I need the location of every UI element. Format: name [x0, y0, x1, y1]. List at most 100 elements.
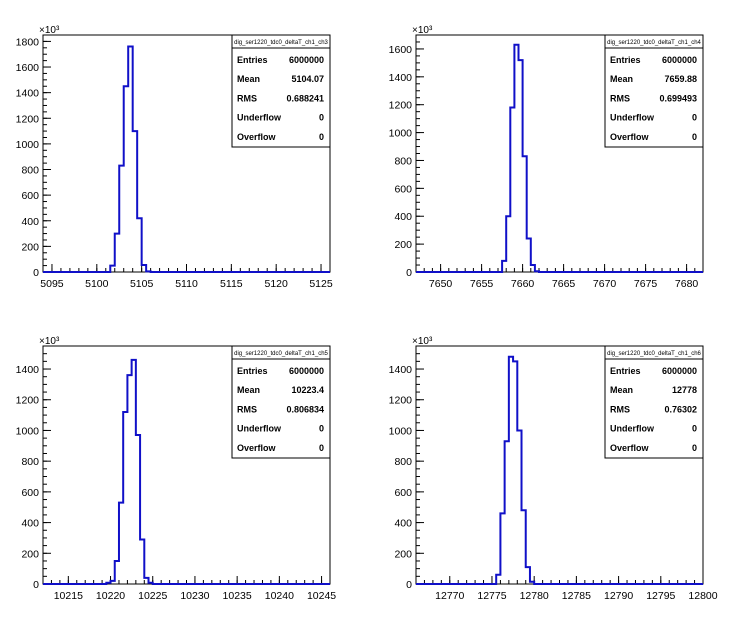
- x-tick-label: 10220: [96, 590, 125, 602]
- x-tick-label: 7680: [675, 278, 699, 290]
- stats-label: RMS: [610, 404, 630, 414]
- histogram-pad-3: 0 200 400 600 800 1000 1200 1400 10215 10220 10225…: [16, 336, 337, 602]
- y-tick-label: 800: [394, 155, 412, 167]
- y-multiplier-label: ×10³: [412, 25, 433, 36]
- histogram-pad-4: 0 200 400 600 800 1000 1200 1400 12770 12775 12780…: [389, 336, 718, 602]
- y-tick-label: 1000: [16, 425, 40, 437]
- y-tick-label: 0: [33, 579, 39, 591]
- y-tick-label: 400: [394, 211, 412, 223]
- y-tick-label: 600: [394, 487, 412, 499]
- x-tick-label: 12775: [477, 590, 506, 602]
- y-multiplier-label: ×10³: [412, 336, 433, 347]
- x-tick-label: 7665: [552, 278, 576, 290]
- stats-value: 5104.07: [291, 74, 324, 84]
- histogram-outline: [416, 43, 703, 273]
- y-tick-label: 200: [394, 239, 412, 251]
- y-tick-label: 1400: [389, 364, 413, 376]
- histogram-outline: [43, 358, 330, 585]
- stats-label: RMS: [237, 404, 257, 414]
- y-tick-label: 1800: [16, 36, 40, 48]
- y-tick-label: 1200: [16, 113, 40, 125]
- x-tick-label: 10235: [223, 590, 252, 602]
- stats-value: 0: [319, 113, 324, 123]
- x-tick-label: 10240: [265, 590, 294, 602]
- x-tick-label: 12800: [688, 590, 717, 602]
- stats-value: 0.806834: [286, 404, 324, 414]
- x-tick-label: 5095: [40, 278, 64, 290]
- stats-value: 12778: [672, 385, 697, 395]
- stats-box: [604, 34, 704, 148]
- x-tick-label: 5120: [265, 278, 289, 290]
- histogram-title: dig_ser1220_tdc0_deltaT_ch1_ch5: [234, 351, 328, 357]
- y-tick-label: 600: [394, 183, 412, 195]
- x-tick-label: 12770: [435, 590, 464, 602]
- x-tick-label: 5115: [220, 278, 243, 290]
- stats-value: 6000000: [289, 55, 324, 65]
- y-tick-label: 1400: [389, 72, 413, 84]
- y-tick-label: 1400: [16, 88, 40, 100]
- histogram-pad-2: 0 200 400 600 800 1000 1200 1400 1600 7650 7655 766…: [389, 25, 704, 290]
- x-tick-label: 5125: [309, 278, 333, 290]
- histogram-pad-1: 0 200 400 600 800 1000 1200 1400 1600 1800 5095 510…: [16, 25, 333, 290]
- stats-label: Mean: [237, 74, 260, 84]
- stats-value: 0: [692, 132, 697, 142]
- y-tick-label: 200: [21, 548, 39, 560]
- y-tick-label: 400: [21, 518, 39, 530]
- stats-box: [231, 34, 331, 148]
- y-tick-label: 1400: [16, 364, 40, 376]
- stats-label: RMS: [610, 93, 630, 103]
- stats-value: 6000000: [662, 55, 697, 65]
- x-tick-label: 7675: [634, 278, 658, 290]
- stats-label: Overflow: [610, 132, 650, 142]
- stats-value: 0: [692, 424, 697, 434]
- histogram-title: dig_ser1220_tdc0_deltaT_ch1_ch4: [607, 40, 701, 46]
- x-tick-label: 5100: [85, 278, 109, 290]
- stats-value: 0: [319, 132, 324, 142]
- stats-value: 0: [692, 443, 697, 453]
- x-tick-label: 10245: [307, 590, 336, 602]
- y-tick-label: 0: [406, 267, 412, 279]
- y-tick-label: 1000: [16, 139, 40, 151]
- x-tick-label: 5105: [130, 278, 154, 290]
- x-tick-label: 12795: [646, 590, 675, 602]
- stats-label: Underflow: [237, 424, 282, 434]
- stats-box: [231, 345, 331, 459]
- y-tick-label: 1000: [389, 425, 413, 437]
- stats-label: Overflow: [610, 443, 650, 453]
- stats-value: 0.76302: [664, 404, 697, 414]
- y-tick-label: 1600: [389, 44, 413, 56]
- y-tick-label: 1200: [389, 100, 413, 112]
- y-tick-label: 0: [33, 267, 39, 279]
- stats-label: Entries: [237, 366, 268, 376]
- histogram-outline: [416, 355, 703, 585]
- y-tick-label: 400: [21, 216, 39, 228]
- x-tick-label: 7650: [429, 278, 453, 290]
- stats-value: 7659.88: [664, 74, 697, 84]
- y-multiplier-label: ×10³: [39, 25, 60, 36]
- stats-label: Overflow: [237, 132, 277, 142]
- y-tick-label: 1000: [389, 128, 413, 140]
- stats-box: [604, 345, 704, 459]
- histogram-title: dig_ser1220_tdc0_deltaT_ch1_ch3: [234, 40, 328, 46]
- stats-label: Entries: [610, 366, 641, 376]
- stats-value: 6000000: [662, 366, 697, 376]
- stats-label: Underflow: [610, 424, 655, 434]
- stats-label: Entries: [610, 55, 641, 65]
- stats-value: 10223.4: [291, 385, 324, 395]
- y-tick-label: 1600: [16, 62, 40, 74]
- x-tick-label: 10225: [138, 590, 167, 602]
- y-tick-label: 600: [21, 487, 39, 499]
- y-tick-label: 600: [21, 190, 39, 202]
- histogram-outline: [43, 45, 330, 273]
- stats-value: 0.688241: [286, 93, 324, 103]
- x-tick-label: 7670: [593, 278, 617, 290]
- y-tick-label: 200: [21, 241, 39, 253]
- stats-label: Underflow: [237, 113, 282, 123]
- stats-label: RMS: [237, 93, 257, 103]
- stats-label: Mean: [237, 385, 260, 395]
- stats-label: Underflow: [610, 113, 655, 123]
- stats-value: 6000000: [289, 366, 324, 376]
- x-tick-label: 7660: [511, 278, 535, 290]
- y-tick-label: 800: [21, 165, 39, 177]
